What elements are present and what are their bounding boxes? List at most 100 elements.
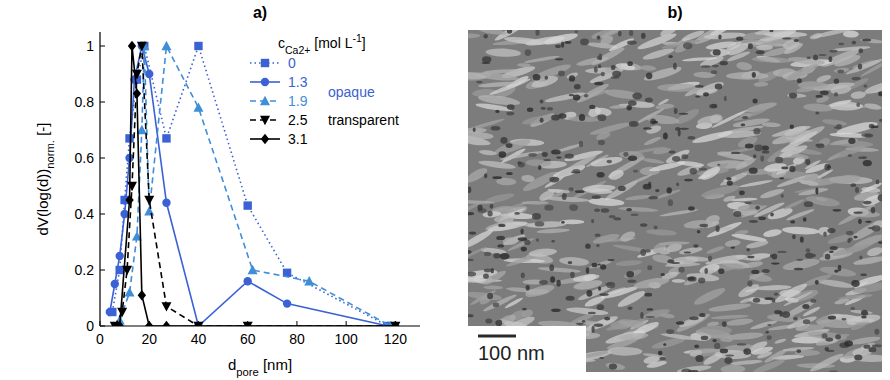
texture-fibre	[559, 256, 590, 267]
texture-pore	[745, 144, 754, 149]
texture-pore	[598, 64, 601, 68]
texture-pore	[594, 82, 603, 86]
texture-pore	[562, 193, 567, 200]
texture-fibre	[816, 73, 832, 83]
texture-fibre	[683, 219, 712, 230]
texture-pore	[599, 293, 609, 296]
texture-pore	[753, 99, 758, 104]
texture-pore	[627, 280, 636, 283]
texture-fibre	[677, 364, 712, 372]
texture-fibre	[485, 48, 521, 58]
texture-pore	[584, 94, 589, 97]
texture-pore	[568, 261, 573, 264]
texture-pore	[746, 248, 750, 251]
texture-fibre	[695, 79, 725, 98]
texture-pore	[863, 201, 872, 205]
texture-fibre	[854, 211, 880, 218]
texture-pore	[837, 70, 844, 74]
texture-pore	[797, 78, 802, 83]
texture-fibre	[804, 159, 821, 170]
texture-fibre	[786, 314, 818, 330]
texture-pore	[478, 205, 483, 211]
texture-fibre	[812, 30, 855, 40]
texture-pore	[585, 244, 590, 249]
texture-pore	[688, 277, 695, 281]
texture-fibre	[782, 346, 814, 352]
texture-pore	[575, 30, 579, 33]
x-tick-label: 120	[384, 331, 408, 347]
texture-pore	[573, 94, 580, 100]
texture-pore	[518, 162, 525, 167]
texture-fibre	[782, 39, 801, 51]
texture-pore	[609, 215, 616, 218]
texture-fibre	[783, 290, 813, 307]
texture-pore	[490, 204, 494, 209]
texture-pore	[852, 41, 856, 45]
texture-pore	[679, 113, 689, 115]
texture-pore	[789, 166, 795, 173]
texture-pore	[676, 321, 684, 325]
plot-area	[106, 41, 401, 326]
texture-pore	[597, 304, 604, 310]
scale-bar: 100 nm	[468, 326, 586, 372]
texture-pore	[605, 283, 613, 286]
texture-pore	[601, 72, 605, 77]
texture-pore	[854, 212, 863, 214]
texture-pore	[848, 138, 855, 144]
texture-pore	[871, 125, 879, 128]
texture-fibre	[538, 266, 581, 273]
texture-pore	[835, 334, 841, 339]
texture-pore	[701, 336, 709, 340]
texture-pore	[561, 41, 564, 47]
texture-pore	[823, 231, 827, 237]
texture-fibre	[528, 247, 557, 257]
texture-pore	[468, 187, 471, 194]
texture-fibre	[468, 117, 505, 132]
texture-fibre	[755, 284, 791, 291]
texture-pore	[829, 251, 834, 253]
texture-pore	[860, 273, 867, 276]
texture-pore	[856, 103, 860, 108]
panel-label: b)	[667, 4, 682, 21]
texture-pore	[541, 107, 546, 110]
texture-pore	[594, 324, 604, 327]
texture-pore	[687, 276, 696, 281]
y-tick	[100, 102, 105, 103]
data-point	[193, 102, 203, 111]
texture-pore	[865, 133, 874, 137]
texture-pore	[836, 124, 842, 129]
x-tick-label: 60	[240, 331, 256, 347]
texture-pore	[749, 220, 758, 223]
texture-pore	[487, 293, 493, 299]
texture-pore	[829, 371, 838, 373]
texture-fibre	[681, 30, 706, 43]
texture-fibre	[703, 32, 745, 41]
texture-fibre	[831, 143, 867, 161]
texture-pore	[575, 190, 585, 193]
data-point	[162, 134, 170, 142]
texture-fibre	[832, 242, 870, 258]
y-tick	[100, 214, 105, 215]
texture-fibre	[795, 350, 821, 357]
texture-pore	[713, 49, 721, 55]
texture-fibre	[652, 253, 674, 264]
texture-pore	[565, 154, 574, 159]
texture-fibre	[717, 150, 753, 162]
data-point	[161, 41, 171, 50]
texture-pore	[714, 343, 720, 349]
texture-fibre	[582, 184, 615, 193]
texture-pore	[863, 345, 870, 349]
texture-fibre	[711, 109, 748, 129]
texture-fibre	[487, 219, 528, 233]
texture-fibre	[759, 187, 785, 200]
texture-pore	[688, 370, 698, 372]
texture-fibre	[853, 255, 882, 267]
texture-pore	[851, 280, 859, 287]
scale-bar-box	[468, 326, 586, 372]
texture-fibre	[833, 67, 849, 73]
texture-pore	[492, 176, 502, 179]
texture-pore	[589, 105, 595, 109]
data-point	[391, 321, 399, 326]
legend-marker	[260, 96, 270, 105]
texture-fibre	[784, 61, 820, 83]
